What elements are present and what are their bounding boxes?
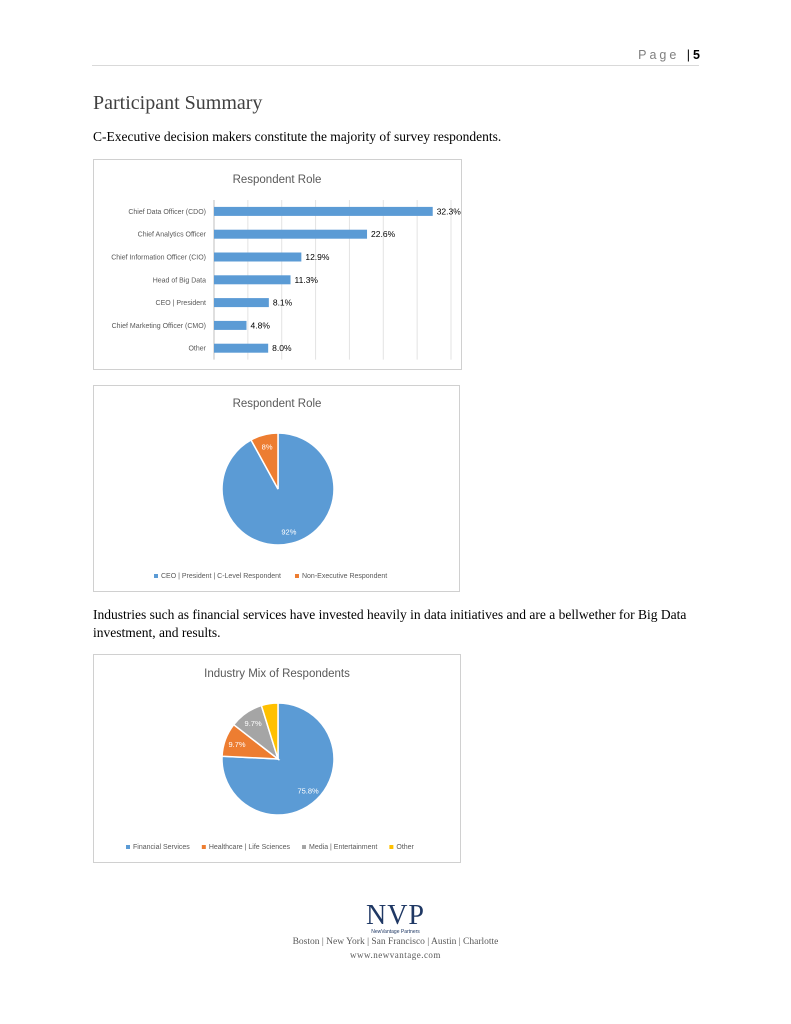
bar-head-of-big-data [214, 275, 291, 285]
respondent-role-bar-chart: Respondent Role Chief Data Officer (CDO) 3… [93, 159, 462, 370]
legend-marker-financial-services [126, 845, 130, 849]
legend-label-financial-services: Financial Services [133, 844, 190, 851]
page-word: Page [638, 48, 680, 62]
website-url: www.newvantage.com [350, 950, 441, 960]
legend-label-healthcare-life-sciences: Healthcare | Life Sciences [209, 844, 291, 851]
category-label-chief-marketing-officer-cmo: Chief Marketing Officer (CMO) [112, 323, 206, 330]
category-label-chief-data-officer-cdo: Chief Data Officer (CDO) [128, 209, 206, 216]
industries-paragraph: Industries such as financial services ha… [93, 607, 687, 640]
data-label-head-of-big-data: 11.3% [295, 275, 319, 285]
category-label-head-of-big-data: Head of Big Data [153, 277, 206, 284]
data-label-chief-data-officer-cdo: 32.3% [437, 206, 461, 216]
category-label-ceo-president: CEO | President [156, 300, 207, 307]
industry-mix-pie-svg: Industry Mix of Respondents 75.8% 9.7% 9.7%… [126, 668, 415, 851]
section-title: Participant Summary [93, 92, 263, 114]
slice-label-healthcare-life-sciences: 9.7% [228, 740, 245, 749]
category-label-chief-information-officer-cio: Chief Information Officer (CIO) [111, 255, 206, 262]
bar-chief-data-officer-cdo [214, 206, 433, 216]
slice-label-financial-services: 75.8% [297, 787, 319, 796]
data-label-chief-information-officer-cio: 12.9% [305, 252, 330, 262]
legend: Financial Services Healthcare | Life Scie… [126, 844, 415, 851]
legend-marker-non-executive-respondent [294, 574, 299, 578]
slice-label-non-executive-respondent: 8% [262, 443, 273, 452]
legend: CEO | President | C-Level Respondent Non-… [154, 573, 387, 580]
legend-marker-healthcare-life-sciences [201, 845, 206, 849]
chart-title: Respondent Role [233, 174, 322, 186]
header-divider [92, 65, 699, 66]
respondent-role-pie-chart: Respondent Role 92% 8% CEO | President | C-… [93, 385, 460, 592]
data-label-chief-marketing-officer-cmo: 4.8% [251, 320, 271, 330]
slice-label-media-entertainment: 9.7% [245, 719, 262, 728]
slice-label-ceo-president-c-level-respondent: 92% [281, 527, 296, 536]
data-label-other: 8.0% [272, 343, 292, 353]
nvp-logo: NVP [365, 900, 425, 931]
legend-label-other: Other [396, 844, 414, 851]
slice-non-executive-respondent [250, 432, 279, 490]
data-label-chief-analytics-officer: 22.6% [371, 229, 396, 239]
respondent-role-pie-svg: Respondent Role 92% 8% CEO | President | C-… [154, 398, 387, 580]
bar-chief-marketing-officer-cmo [214, 320, 247, 330]
respondent-role-bar-svg: Respondent Role Chief Data Officer (CDO) 3… [111, 174, 461, 360]
legend-marker-other [389, 845, 394, 849]
category-label-chief-analytics-officer: Chief Analytics Officer [138, 232, 207, 239]
intro-paragraph: C-Executive decision makers constitute t… [93, 129, 502, 144]
legend-marker-media-entertainment [302, 845, 307, 849]
company-name: NewVantage Partners [371, 929, 420, 935]
bar-chief-information-officer-cio [214, 252, 302, 262]
page-number-label: Page | 5 [600, 48, 700, 62]
page-separator: | [686, 48, 691, 62]
slice-other [260, 702, 279, 760]
office-cities: Boston | New York | San Francisco | Aust… [292, 937, 499, 947]
bar-ceo-president [214, 298, 269, 308]
legend-label-non-executive-respondent: Non-Executive Respondent [302, 573, 387, 580]
legend-marker-ceo-president-c-level-respondent [154, 574, 158, 578]
page-number: 5 [693, 48, 700, 62]
data-label-ceo-president: 8.1% [273, 298, 293, 308]
industry-mix-pie-chart: Industry Mix of Respondents 75.8% 9.7% 9.7%… [93, 654, 461, 863]
bar-other [214, 343, 269, 353]
legend-label-media-entertainment: Media | Entertainment [309, 844, 377, 851]
bar-chief-analytics-officer [214, 229, 368, 239]
category-label-other: Other [188, 346, 206, 353]
chart-title: Industry Mix of Respondents [204, 668, 350, 680]
chart-title: Respondent Role [233, 398, 322, 410]
legend-label-ceo-president-c-level-respondent: CEO | President | C-Level Respondent [161, 573, 281, 580]
